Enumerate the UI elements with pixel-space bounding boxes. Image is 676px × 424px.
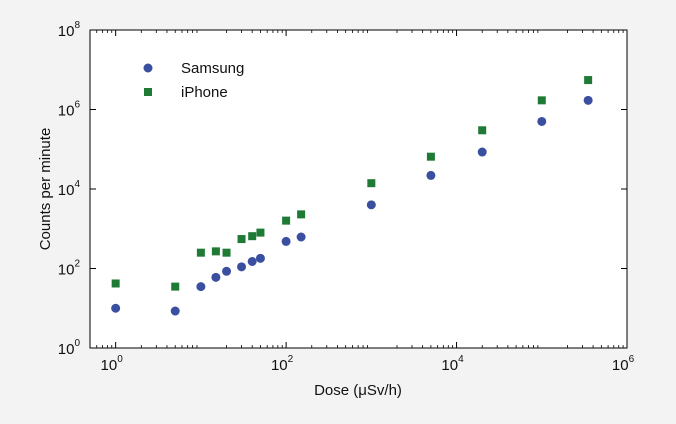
data-point (281, 236, 291, 246)
data-point (170, 306, 180, 316)
data-point (247, 257, 257, 267)
y-tick-label: 106 (58, 100, 81, 120)
data-point (282, 216, 291, 225)
data-point (248, 232, 257, 241)
plot-frame (89, 29, 628, 349)
x-tick-label: 102 (271, 354, 294, 374)
legend: Samsung iPhone (143, 60, 244, 101)
y-axis-title: Counts per minute (37, 128, 54, 251)
data-point (297, 210, 306, 219)
data-point (196, 248, 205, 257)
data-point (256, 228, 265, 237)
data-point (583, 95, 593, 105)
y-tick-label: 100 (58, 338, 81, 358)
data-point (111, 303, 121, 313)
data-point (211, 272, 221, 282)
y-tick-label: 104 (58, 179, 81, 199)
data-point (222, 266, 232, 276)
data-point (367, 179, 376, 188)
legend-item: iPhone (144, 84, 228, 101)
data-point (255, 253, 265, 263)
data-points (111, 76, 593, 316)
y-tick-label: 108 (58, 20, 81, 40)
data-point (477, 147, 487, 157)
x-tick-label: 100 (101, 354, 124, 374)
series-iphone (111, 76, 593, 291)
y-axis: 100 102 104 106 108 (58, 20, 627, 358)
data-point (237, 262, 247, 272)
data-point (111, 279, 120, 288)
data-point (478, 126, 487, 135)
legend-label: iPhone (181, 84, 228, 101)
data-point (171, 282, 180, 291)
legend-label: Samsung (181, 60, 244, 77)
x-axis-title: Dose (μSv/h) (314, 382, 402, 399)
data-point (211, 247, 220, 256)
series-samsung (111, 95, 593, 316)
legend-marker (143, 63, 153, 73)
x-tick-label: 104 (441, 354, 464, 374)
data-point (237, 235, 246, 244)
data-point (584, 76, 593, 85)
data-point (296, 232, 306, 242)
x-tick-label: 106 (612, 354, 635, 374)
y-tick-label: 102 (58, 259, 81, 279)
data-point (537, 116, 547, 126)
legend-marker (144, 88, 152, 96)
data-point (426, 152, 435, 161)
data-point (222, 248, 231, 257)
data-point (196, 282, 206, 292)
data-point (426, 170, 436, 180)
data-point (537, 96, 546, 105)
legend-item: Samsung (143, 60, 244, 77)
data-point (366, 200, 376, 210)
